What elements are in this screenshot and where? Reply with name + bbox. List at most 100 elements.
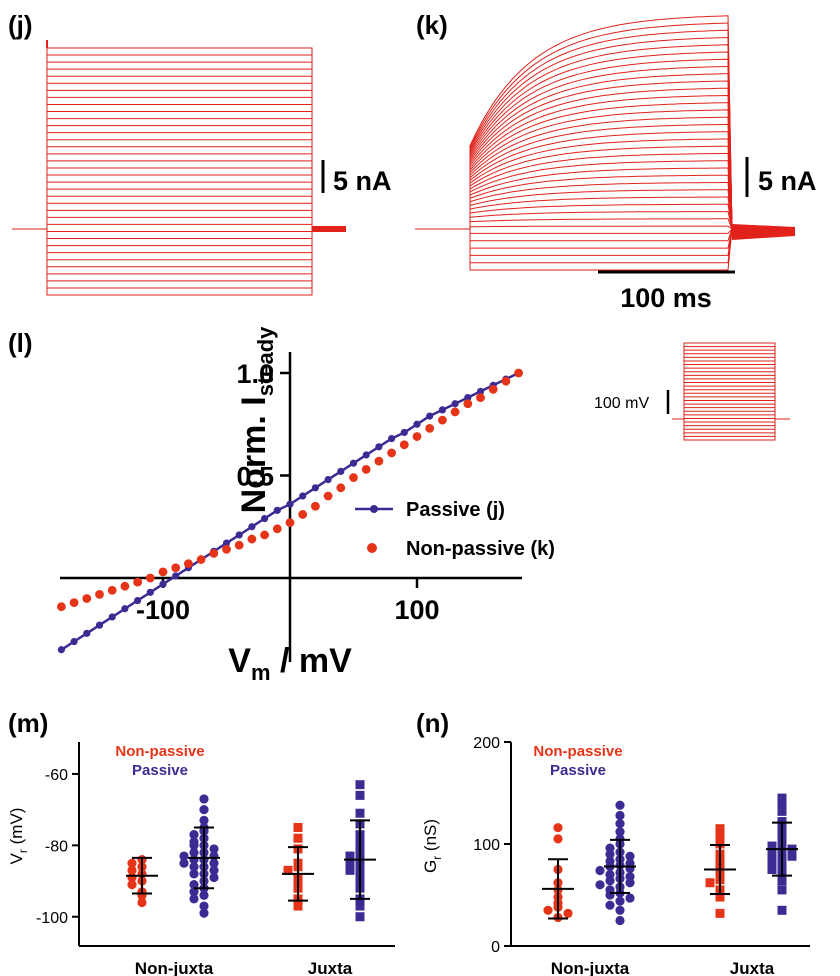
current-trace-j bbox=[12, 228, 346, 289]
data-point bbox=[345, 865, 355, 875]
data-point bbox=[615, 827, 625, 837]
current-trace-k bbox=[415, 102, 795, 230]
chart-iv-curve: -100 100 0.5 1.0 Vm / mV Norm. Isteady Pass… bbox=[57, 326, 555, 685]
data-point bbox=[189, 894, 199, 904]
current-trace-j bbox=[12, 228, 346, 261]
data-point bbox=[199, 890, 209, 900]
x-tick-label-l: 100 bbox=[394, 595, 439, 625]
voltage-protocol-inset bbox=[672, 342, 790, 441]
current-trace-k bbox=[415, 36, 795, 230]
data-point bbox=[605, 876, 615, 886]
data-point bbox=[127, 858, 137, 868]
data-point bbox=[595, 865, 605, 876]
y-axis-title-l: Norm. Isteady bbox=[235, 326, 278, 514]
point-passive bbox=[413, 420, 421, 428]
data-point bbox=[189, 847, 199, 858]
point-passive bbox=[299, 492, 307, 500]
current-trace-k bbox=[415, 174, 795, 230]
current-trace-j bbox=[12, 167, 346, 230]
current-trace-j bbox=[12, 228, 346, 282]
data-point bbox=[605, 900, 615, 910]
data-point bbox=[355, 780, 365, 790]
data-point bbox=[189, 869, 199, 879]
point-nonpassive bbox=[450, 407, 460, 417]
category-label-m: Non-juxta bbox=[135, 959, 214, 976]
y-tick-label-m: -80 bbox=[45, 838, 68, 855]
data-point bbox=[293, 823, 303, 832]
y-tick-label-m: -60 bbox=[45, 767, 68, 784]
current-trace-j bbox=[12, 47, 346, 230]
y-tick-label-n: 100 bbox=[473, 837, 500, 854]
point-passive bbox=[172, 572, 180, 580]
data-point bbox=[127, 865, 137, 875]
point-passive bbox=[476, 387, 485, 396]
current-trace-k bbox=[415, 203, 795, 230]
data-point bbox=[189, 862, 199, 872]
y-axis-title-n: Gr (nS) bbox=[421, 819, 444, 873]
data-point bbox=[767, 841, 777, 851]
data-point bbox=[767, 865, 777, 874]
current-trace-k bbox=[415, 15, 795, 230]
current-trace-k bbox=[415, 228, 795, 234]
current-trace-k bbox=[415, 29, 795, 230]
point-nonpassive bbox=[247, 534, 257, 544]
data-point bbox=[543, 905, 553, 915]
data-point bbox=[777, 798, 787, 808]
point-nonpassive bbox=[387, 448, 396, 458]
point-passive bbox=[311, 484, 319, 492]
current-trace-j bbox=[12, 216, 346, 230]
legend-passive-label: Passive (j) bbox=[406, 499, 505, 521]
point-passive bbox=[438, 406, 446, 414]
legend-nonpassive-n: Non-passive bbox=[533, 743, 622, 760]
data-point bbox=[777, 905, 787, 915]
current-trace-k bbox=[415, 160, 795, 230]
current-trace-k bbox=[415, 22, 795, 230]
point-nonpassive bbox=[311, 501, 320, 511]
current-trace-j bbox=[12, 82, 346, 230]
point-passive bbox=[464, 394, 472, 402]
point-nonpassive bbox=[374, 456, 384, 466]
point-passive bbox=[451, 400, 459, 408]
data-point bbox=[199, 901, 209, 911]
point-passive bbox=[57, 646, 65, 654]
panel-label-m: (m) bbox=[8, 708, 48, 738]
point-passive bbox=[261, 514, 269, 523]
data-point bbox=[553, 823, 563, 833]
current-traces-j bbox=[12, 40, 346, 296]
point-nonpassive bbox=[501, 376, 511, 386]
voltage-step bbox=[672, 418, 790, 441]
voltage-step bbox=[672, 356, 790, 420]
point-nonpassive bbox=[463, 399, 473, 409]
point-nonpassive bbox=[336, 483, 346, 493]
point-passive bbox=[324, 476, 332, 484]
current-trace-j bbox=[12, 174, 346, 230]
data-point bbox=[189, 840, 199, 850]
point-passive bbox=[146, 588, 154, 596]
y-tick-label-l: 0.5 bbox=[236, 462, 274, 492]
current-trace-k bbox=[415, 116, 795, 230]
data-point bbox=[615, 810, 625, 821]
data-point bbox=[625, 878, 635, 888]
legend-nonpassive-marker bbox=[367, 543, 377, 553]
point-nonpassive bbox=[412, 432, 422, 441]
point-nonpassive bbox=[145, 573, 155, 583]
category-label-m: Juxta bbox=[308, 959, 353, 976]
data-point bbox=[209, 844, 219, 854]
data-point bbox=[189, 887, 199, 897]
data-point bbox=[199, 815, 209, 825]
panel-label-k: (k) bbox=[416, 10, 448, 40]
point-nonpassive bbox=[196, 555, 206, 564]
current-trace-j bbox=[12, 139, 346, 230]
point-passive bbox=[121, 605, 129, 613]
data-point bbox=[189, 880, 199, 890]
data-point bbox=[615, 896, 625, 906]
point-passive bbox=[95, 621, 104, 629]
point-passive bbox=[349, 459, 358, 467]
data-point bbox=[179, 858, 189, 868]
panel-label-j: (j) bbox=[8, 10, 33, 40]
point-passive bbox=[159, 580, 167, 588]
data-point bbox=[715, 824, 725, 834]
voltage-step bbox=[672, 418, 790, 430]
current-trace-k bbox=[415, 167, 795, 230]
point-passive bbox=[70, 637, 78, 646]
